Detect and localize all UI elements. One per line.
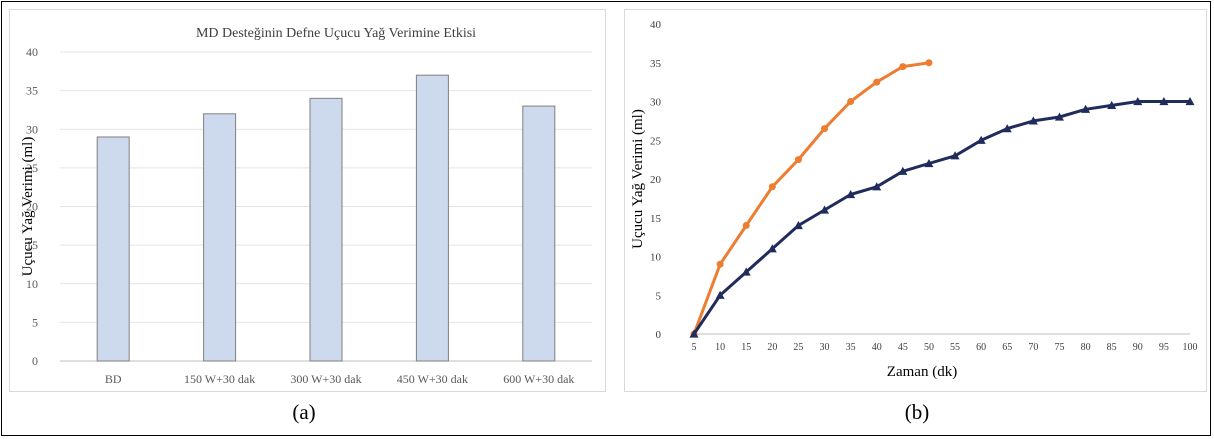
x-tick-label: 15 bbox=[741, 342, 751, 353]
data-point bbox=[847, 98, 855, 105]
bar bbox=[309, 97, 343, 362]
data-point bbox=[741, 267, 751, 276]
x-tick-label: 90 bbox=[1133, 342, 1143, 353]
y-axis-label: Uçucu Yağ Verimi (ml) bbox=[630, 109, 646, 249]
x-tick-label: 150 W+30 dak bbox=[184, 372, 255, 386]
y-tick-label: 30 bbox=[650, 97, 662, 109]
x-tick-label: 45 bbox=[898, 342, 908, 353]
caption-a: (a) bbox=[292, 400, 316, 424]
data-point bbox=[1028, 116, 1038, 125]
y-tick-label: 35 bbox=[26, 84, 38, 98]
data-point bbox=[716, 260, 724, 268]
data-point bbox=[1185, 97, 1195, 106]
data-point bbox=[1133, 97, 1143, 106]
bar bbox=[203, 113, 237, 362]
y-tick-label: 10 bbox=[650, 252, 662, 264]
x-tick-label: 100 bbox=[1183, 342, 1198, 353]
y-tick-label: 0 bbox=[656, 329, 662, 341]
data-point bbox=[1054, 112, 1064, 121]
x-tick-label: 80 bbox=[1081, 342, 1091, 353]
x-tick-label: 55 bbox=[950, 342, 960, 353]
y-axis-label: Uçucu Yağ Verimi (ml) bbox=[20, 137, 36, 277]
chart-title: MD Desteğinin Defne Uçucu Yağ Verimine E… bbox=[196, 26, 476, 41]
x-tick-label: 30 bbox=[820, 342, 830, 353]
y-tick-label: 0 bbox=[32, 354, 38, 368]
y-tick-label: 35 bbox=[650, 58, 662, 70]
bar bbox=[522, 105, 556, 362]
y-tick-label: 5 bbox=[656, 290, 662, 302]
line-chart: 0 5 10 15 20 25 30 35 40 5 10 15 20 25 30 35 40 45 50 55 60 6… bbox=[630, 19, 1198, 380]
data-point bbox=[742, 222, 750, 229]
y-tick-label: 15 bbox=[26, 238, 38, 252]
x-tick-label: 95 bbox=[1159, 342, 1169, 353]
x-tick-label: 70 bbox=[1028, 342, 1038, 353]
bar bbox=[96, 136, 130, 362]
series-line bbox=[692, 61, 930, 335]
data-point bbox=[821, 125, 829, 133]
x-tick-label: 450 W+30 dak bbox=[397, 372, 468, 386]
x-tick-label: 5 bbox=[692, 342, 697, 353]
x-axis-label: Zaman (dk) bbox=[887, 364, 957, 380]
y-tick-label: 10 bbox=[26, 277, 38, 291]
x-tick-label: 25 bbox=[793, 342, 803, 353]
y-tick-label: 25 bbox=[26, 161, 38, 175]
x-tick-label: 20 bbox=[767, 342, 777, 353]
x-tick-label: 75 bbox=[1054, 342, 1064, 353]
data-point bbox=[925, 59, 933, 67]
data-point bbox=[715, 290, 725, 299]
x-tick-label: 35 bbox=[846, 342, 856, 353]
data-point bbox=[976, 135, 986, 144]
data-point bbox=[794, 156, 802, 164]
x-tick-label: 40 bbox=[872, 342, 882, 353]
data-point bbox=[899, 63, 907, 71]
y-tick-label: 20 bbox=[650, 174, 662, 186]
y-tick-label: 40 bbox=[650, 19, 662, 31]
data-point bbox=[872, 182, 882, 191]
x-tick-label: BD bbox=[105, 372, 122, 386]
data-point bbox=[1002, 124, 1012, 133]
y-tick-label: 25 bbox=[650, 135, 662, 147]
x-tick-label: 50 bbox=[924, 342, 934, 353]
x-tick-label: 600 W+30 dak bbox=[503, 372, 574, 386]
data-point bbox=[846, 190, 856, 199]
y-tick-label: 15 bbox=[650, 213, 662, 225]
data-point bbox=[873, 78, 881, 86]
data-point bbox=[1107, 100, 1117, 109]
x-tick-label: 85 bbox=[1107, 342, 1117, 353]
data-point bbox=[950, 151, 960, 160]
data-point bbox=[924, 159, 934, 168]
data-point bbox=[1081, 104, 1091, 113]
series-line bbox=[692, 100, 1190, 335]
data-point bbox=[767, 244, 777, 253]
y-tick-label: 40 bbox=[26, 45, 38, 59]
data-point bbox=[689, 329, 699, 338]
bar-chart-panel: MD Desteğinin Defne Uçucu Yağ Verimine E… bbox=[9, 9, 606, 392]
line-chart-panel: 0 5 10 15 20 25 30 35 40 5 10 15 20 25 30 35 40 45 50 55 60 6… bbox=[624, 9, 1207, 392]
bar-chart: MD Desteğinin Defne Uçucu Yağ Verimine E… bbox=[20, 26, 592, 386]
data-point bbox=[793, 221, 803, 230]
y-tick-label: 30 bbox=[26, 122, 38, 136]
data-point bbox=[820, 205, 830, 214]
data-point bbox=[1159, 97, 1169, 106]
x-tick-label: 65 bbox=[1002, 342, 1012, 353]
x-tick-label: 300 W+30 dak bbox=[290, 372, 361, 386]
y-tick-label: 5 bbox=[32, 315, 38, 329]
x-tick-label: 60 bbox=[976, 342, 986, 353]
caption-b: (b) bbox=[904, 400, 930, 424]
data-point bbox=[768, 183, 776, 191]
y-tick-label: 20 bbox=[26, 200, 38, 214]
x-tick-label: 10 bbox=[715, 342, 725, 353]
bar bbox=[415, 74, 449, 362]
data-point bbox=[898, 166, 908, 175]
